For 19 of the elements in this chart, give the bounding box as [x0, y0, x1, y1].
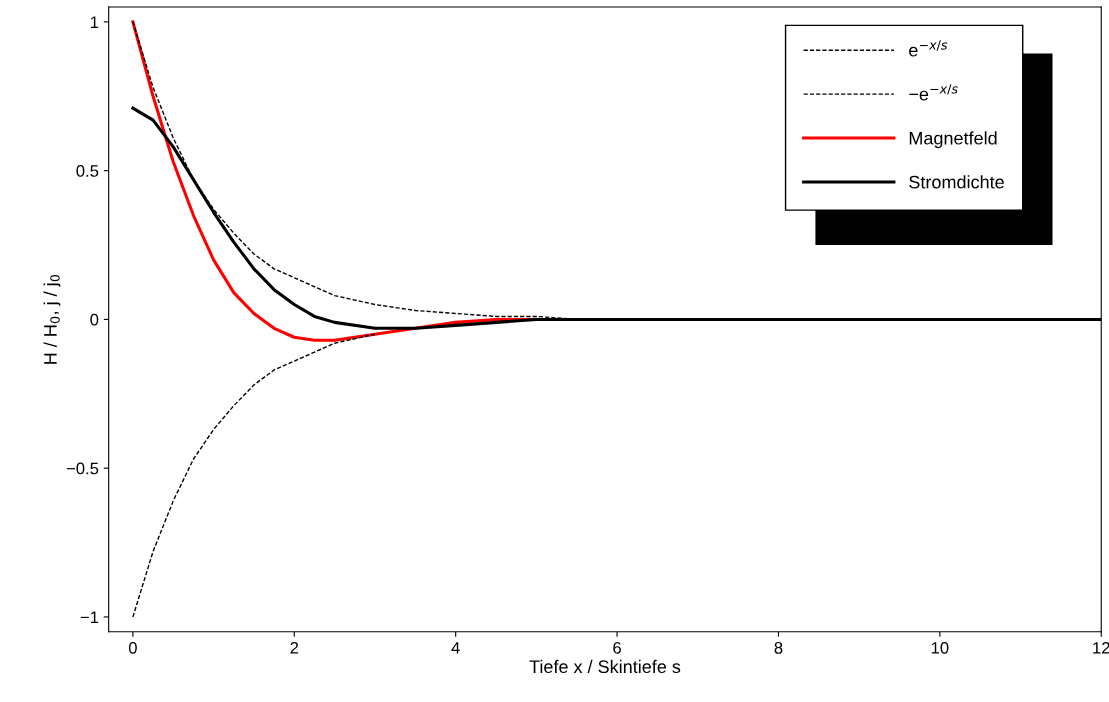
x-tick-label: 6	[613, 641, 621, 654]
x-tick-label: 4	[451, 642, 460, 654]
y-tick-label: 1	[90, 16, 99, 28]
legend-label: Stromdichte	[909, 175, 1004, 189]
y-tick-label: 0.5	[76, 165, 99, 177]
x-tick-label: 8	[774, 641, 783, 654]
legend-label: Magnetfeld	[909, 131, 997, 149]
x-tick-label: 12	[1093, 641, 1109, 654]
y-tick-label: −0.5	[66, 462, 99, 475]
y-tick-label: 0	[90, 313, 99, 326]
legend-label: −e$^{−x/s}$	[909, 84, 958, 101]
y-tick-label: −1	[80, 611, 99, 623]
x-axis-title: Tiefe x / Skintiefe s	[529, 659, 681, 674]
line-series	[132, 333, 376, 618]
x-tick-label: 0	[128, 641, 137, 654]
x-tick-label: 10	[931, 641, 949, 654]
x-tick-label: 2	[290, 641, 299, 654]
y-axis-title: H / H$_{0}$, j / j$_{0}$	[43, 274, 61, 364]
legend-label: e$^{−x/s}$	[909, 40, 948, 57]
